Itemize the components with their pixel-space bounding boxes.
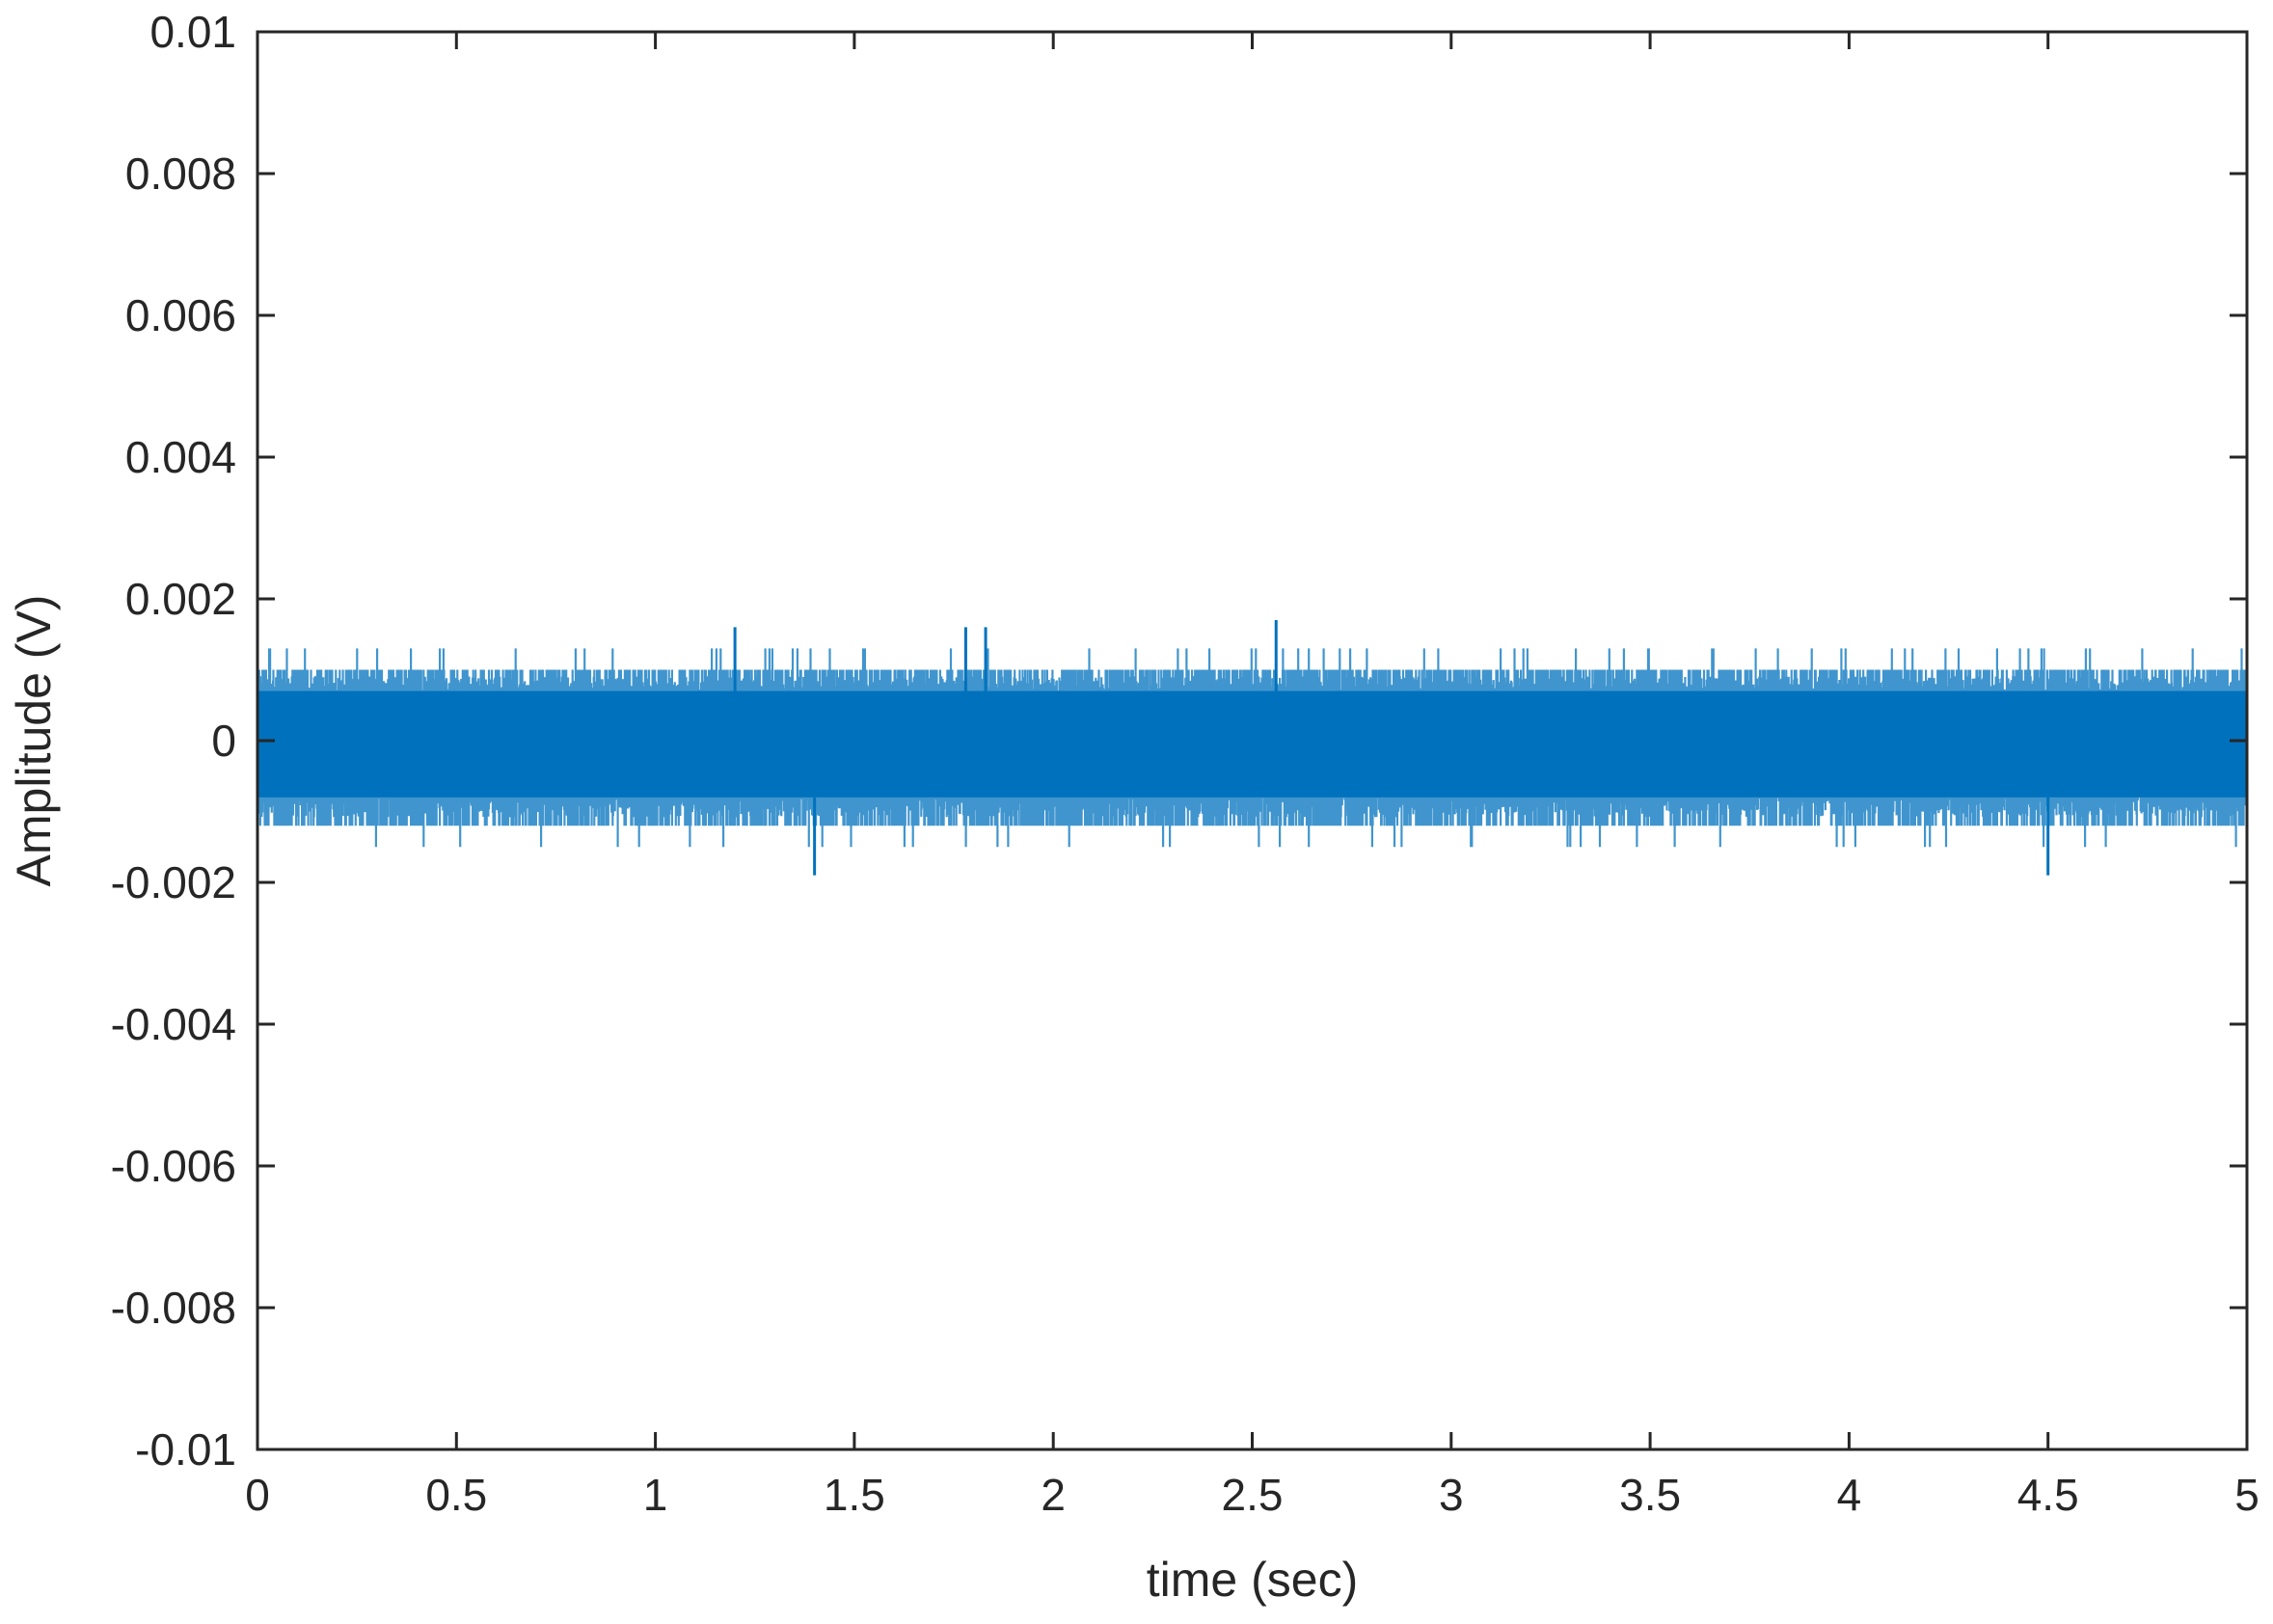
x-tick-label: 4.5	[2017, 1470, 2079, 1520]
y-tick-label: 0.01	[149, 7, 236, 57]
y-tick-label: -0.002	[111, 857, 236, 907]
y-tick-label: -0.008	[111, 1283, 236, 1333]
y-tick-label: 0.006	[125, 290, 236, 340]
x-tick-label: 1	[643, 1470, 668, 1520]
y-tick-label: 0.008	[125, 149, 236, 199]
x-tick-label: 1.5	[824, 1470, 885, 1520]
y-tick-label: -0.006	[111, 1141, 236, 1191]
x-tick-label: 0	[245, 1470, 270, 1520]
y-tick-label: 0.004	[125, 432, 236, 482]
x-axis-label: time (sec)	[1147, 1553, 1358, 1607]
x-tick-label: 0.5	[425, 1470, 487, 1520]
y-axis-ticks: -0.01 -0.008 -0.006 -0.004 -0.002 0 0.002 0.004…	[111, 7, 2247, 1475]
plot-area: 0 0.5 1 1.5 2 2.5 3 3.5 4 4.5 5 -0.01-0.008-0.006-…	[111, 7, 2259, 1520]
y-tick-label: -0.004	[111, 999, 236, 1049]
signal-layer	[257, 620, 2248, 876]
x-tick-label: 2.5	[1222, 1470, 1284, 1520]
y-tick-label: -0.01	[135, 1424, 236, 1475]
y-tick-label: 0.002	[125, 574, 236, 624]
x-axis-ticks: 0 0.5 1 1.5 2 2.5 3 3.5 4 4.5 5	[245, 32, 2259, 1520]
x-tick-label: 5	[2234, 1470, 2259, 1520]
y-axis-label: Amplitude (V)	[7, 595, 61, 887]
x-tick-label: 3	[1439, 1470, 1464, 1520]
y-tick-label: 0	[211, 716, 236, 766]
x-tick-label: 4	[1837, 1470, 1862, 1520]
x-tick-label: 3.5	[1619, 1470, 1681, 1520]
x-tick-label: 2	[1041, 1470, 1066, 1520]
